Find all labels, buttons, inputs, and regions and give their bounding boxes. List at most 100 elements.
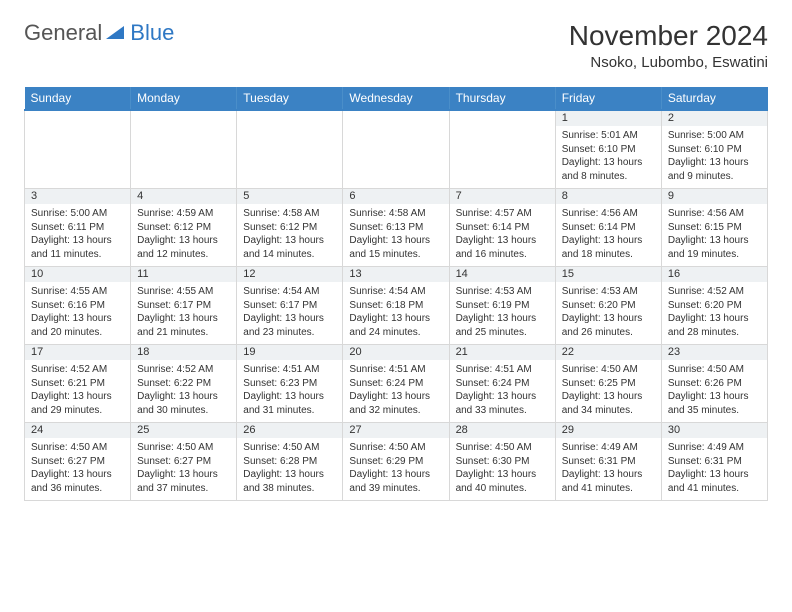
day-number-cell: 30 <box>661 422 767 438</box>
day-detail-cell: Sunrise: 4:50 AMSunset: 6:28 PMDaylight:… <box>237 438 343 500</box>
day-detail-cell: Sunrise: 4:54 AMSunset: 6:17 PMDaylight:… <box>237 282 343 344</box>
sunrise-text: Sunrise: 5:00 AM <box>668 129 761 143</box>
daylight-text: Daylight: 13 hours and 30 minutes. <box>137 390 230 417</box>
day-number-cell: 15 <box>555 266 661 282</box>
sunrise-text: Sunrise: 4:53 AM <box>562 285 655 299</box>
sunset-text: Sunset: 6:19 PM <box>456 299 549 313</box>
day-number-cell: 23 <box>661 344 767 360</box>
daylight-text: Daylight: 13 hours and 39 minutes. <box>349 468 442 495</box>
daylight-text: Daylight: 13 hours and 20 minutes. <box>31 312 124 339</box>
day-detail-cell: Sunrise: 4:53 AMSunset: 6:20 PMDaylight:… <box>555 282 661 344</box>
day-detail-cell <box>25 126 131 188</box>
daylight-text: Daylight: 13 hours and 37 minutes. <box>137 468 230 495</box>
detail-row: Sunrise: 5:01 AMSunset: 6:10 PMDaylight:… <box>25 126 768 188</box>
weekday-header: Friday <box>555 87 661 110</box>
day-detail-cell: Sunrise: 5:00 AMSunset: 6:10 PMDaylight:… <box>661 126 767 188</box>
day-number-cell: 25 <box>131 422 237 438</box>
day-number-cell: 27 <box>343 422 449 438</box>
calendar-table: Sunday Monday Tuesday Wednesday Thursday… <box>24 87 768 501</box>
day-detail-cell: Sunrise: 4:52 AMSunset: 6:20 PMDaylight:… <box>661 282 767 344</box>
weekday-header: Monday <box>131 87 237 110</box>
day-detail-cell <box>343 126 449 188</box>
sunset-text: Sunset: 6:17 PM <box>137 299 230 313</box>
weekday-header-row: Sunday Monday Tuesday Wednesday Thursday… <box>25 87 768 110</box>
sunset-text: Sunset: 6:31 PM <box>562 455 655 469</box>
daylight-text: Daylight: 13 hours and 19 minutes. <box>668 234 761 261</box>
daylight-text: Daylight: 13 hours and 33 minutes. <box>456 390 549 417</box>
day-detail-cell: Sunrise: 4:50 AMSunset: 6:30 PMDaylight:… <box>449 438 555 500</box>
sunset-text: Sunset: 6:22 PM <box>137 377 230 391</box>
sunset-text: Sunset: 6:26 PM <box>668 377 761 391</box>
day-number-cell: 14 <box>449 266 555 282</box>
logo-text-blue: Blue <box>130 20 174 46</box>
title-block: November 2024 Nsoko, Lubombo, Eswatini <box>569 20 768 71</box>
day-detail-cell <box>449 126 555 188</box>
daylight-text: Daylight: 13 hours and 36 minutes. <box>31 468 124 495</box>
day-detail-cell: Sunrise: 4:51 AMSunset: 6:24 PMDaylight:… <box>449 360 555 422</box>
day-detail-cell: Sunrise: 5:00 AMSunset: 6:11 PMDaylight:… <box>25 204 131 266</box>
weekday-header: Saturday <box>661 87 767 110</box>
daylight-text: Daylight: 13 hours and 23 minutes. <box>243 312 336 339</box>
day-number-cell: 21 <box>449 344 555 360</box>
sunset-text: Sunset: 6:12 PM <box>137 221 230 235</box>
day-detail-cell <box>237 126 343 188</box>
sunset-text: Sunset: 6:24 PM <box>456 377 549 391</box>
logo-triangle-icon <box>106 24 128 42</box>
day-detail-cell: Sunrise: 4:50 AMSunset: 6:27 PMDaylight:… <box>25 438 131 500</box>
sunset-text: Sunset: 6:10 PM <box>562 143 655 157</box>
sunrise-text: Sunrise: 4:50 AM <box>456 441 549 455</box>
day-number-cell: 9 <box>661 188 767 204</box>
daylight-text: Daylight: 13 hours and 16 minutes. <box>456 234 549 261</box>
sunrise-text: Sunrise: 4:50 AM <box>349 441 442 455</box>
sunrise-text: Sunrise: 4:58 AM <box>243 207 336 221</box>
sunrise-text: Sunrise: 5:01 AM <box>562 129 655 143</box>
daylight-text: Daylight: 13 hours and 25 minutes. <box>456 312 549 339</box>
sunset-text: Sunset: 6:16 PM <box>31 299 124 313</box>
day-detail-cell: Sunrise: 4:59 AMSunset: 6:12 PMDaylight:… <box>131 204 237 266</box>
day-number-cell <box>131 110 237 126</box>
sunrise-text: Sunrise: 4:51 AM <box>456 363 549 377</box>
sunset-text: Sunset: 6:14 PM <box>562 221 655 235</box>
day-detail-cell: Sunrise: 4:57 AMSunset: 6:14 PMDaylight:… <box>449 204 555 266</box>
day-number-cell: 12 <box>237 266 343 282</box>
sunset-text: Sunset: 6:10 PM <box>668 143 761 157</box>
day-number-cell: 6 <box>343 188 449 204</box>
day-number-cell: 2 <box>661 110 767 126</box>
day-detail-cell: Sunrise: 5:01 AMSunset: 6:10 PMDaylight:… <box>555 126 661 188</box>
month-title: November 2024 <box>569 20 768 52</box>
sunset-text: Sunset: 6:20 PM <box>668 299 761 313</box>
sunset-text: Sunset: 6:27 PM <box>137 455 230 469</box>
day-number-cell: 17 <box>25 344 131 360</box>
day-number-cell: 19 <box>237 344 343 360</box>
daynum-row: 12 <box>25 110 768 126</box>
day-detail-cell: Sunrise: 4:49 AMSunset: 6:31 PMDaylight:… <box>661 438 767 500</box>
sunset-text: Sunset: 6:24 PM <box>349 377 442 391</box>
sunrise-text: Sunrise: 4:49 AM <box>562 441 655 455</box>
sunrise-text: Sunrise: 4:58 AM <box>349 207 442 221</box>
day-number-cell: 5 <box>237 188 343 204</box>
daynum-row: 3456789 <box>25 188 768 204</box>
weekday-header: Tuesday <box>237 87 343 110</box>
sunrise-text: Sunrise: 4:49 AM <box>668 441 761 455</box>
day-detail-cell: Sunrise: 4:58 AMSunset: 6:13 PMDaylight:… <box>343 204 449 266</box>
sunset-text: Sunset: 6:11 PM <box>31 221 124 235</box>
daylight-text: Daylight: 13 hours and 14 minutes. <box>243 234 336 261</box>
sunset-text: Sunset: 6:25 PM <box>562 377 655 391</box>
daylight-text: Daylight: 13 hours and 40 minutes. <box>456 468 549 495</box>
day-number-cell: 10 <box>25 266 131 282</box>
daylight-text: Daylight: 13 hours and 41 minutes. <box>562 468 655 495</box>
daylight-text: Daylight: 13 hours and 38 minutes. <box>243 468 336 495</box>
sunset-text: Sunset: 6:29 PM <box>349 455 442 469</box>
sunrise-text: Sunrise: 4:57 AM <box>456 207 549 221</box>
day-detail-cell: Sunrise: 4:50 AMSunset: 6:27 PMDaylight:… <box>131 438 237 500</box>
day-detail-cell: Sunrise: 4:55 AMSunset: 6:17 PMDaylight:… <box>131 282 237 344</box>
sunset-text: Sunset: 6:15 PM <box>668 221 761 235</box>
day-detail-cell: Sunrise: 4:51 AMSunset: 6:23 PMDaylight:… <box>237 360 343 422</box>
daylight-text: Daylight: 13 hours and 11 minutes. <box>31 234 124 261</box>
day-detail-cell: Sunrise: 4:58 AMSunset: 6:12 PMDaylight:… <box>237 204 343 266</box>
sunset-text: Sunset: 6:27 PM <box>31 455 124 469</box>
daylight-text: Daylight: 13 hours and 29 minutes. <box>31 390 124 417</box>
sunrise-text: Sunrise: 5:00 AM <box>31 207 124 221</box>
sunset-text: Sunset: 6:14 PM <box>456 221 549 235</box>
day-number-cell: 18 <box>131 344 237 360</box>
